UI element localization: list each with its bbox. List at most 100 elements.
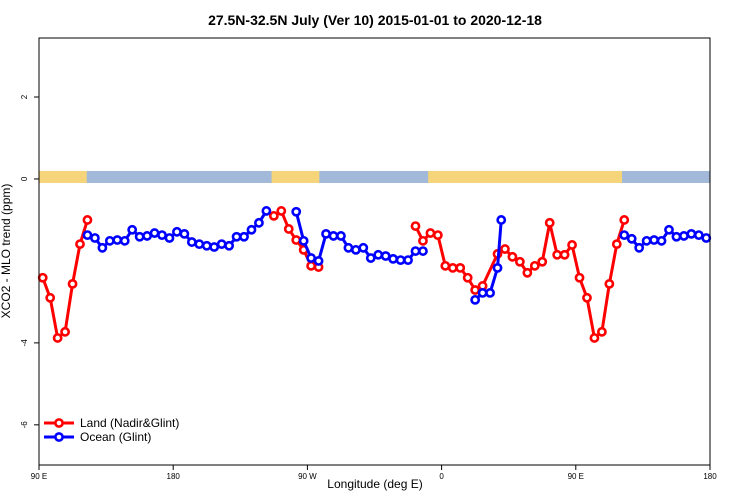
data-point xyxy=(686,228,697,239)
data-point xyxy=(134,231,145,242)
data-point xyxy=(261,206,272,216)
data-point xyxy=(596,326,607,337)
y-tick-label: 2 xyxy=(20,94,29,99)
data-point xyxy=(164,233,175,243)
data-point xyxy=(626,233,637,244)
data-point xyxy=(544,217,555,228)
data-point xyxy=(619,230,630,241)
legend-marker xyxy=(54,432,64,442)
data-point xyxy=(507,251,518,262)
data-point xyxy=(283,224,294,234)
data-point xyxy=(328,231,339,241)
data-point xyxy=(432,230,443,241)
data-point xyxy=(403,255,413,266)
data-point xyxy=(306,253,317,263)
data-point xyxy=(45,292,56,303)
data-point xyxy=(216,239,227,250)
data-point xyxy=(462,272,473,283)
data-point xyxy=(470,294,481,305)
x-tick-label: 90 E xyxy=(31,472,47,481)
data-point xyxy=(343,242,354,253)
data-point xyxy=(291,235,302,245)
data-point xyxy=(254,217,264,228)
data-point xyxy=(574,272,585,283)
data-point xyxy=(224,240,235,251)
legend-label: Ocean (Glint) xyxy=(80,430,151,444)
land-band xyxy=(271,170,320,183)
data-point xyxy=(410,221,421,231)
data-point xyxy=(619,215,630,225)
y-axis-label: XCO2 - MLO trend (ppm) xyxy=(0,184,13,319)
data-point xyxy=(358,242,369,253)
data-point xyxy=(306,260,317,271)
data-point xyxy=(321,228,331,239)
data-point xyxy=(604,278,615,289)
plot-frame xyxy=(38,37,711,466)
data-point xyxy=(239,231,249,242)
data-point xyxy=(641,235,652,246)
data-point xyxy=(656,235,667,246)
data-point xyxy=(67,278,78,289)
data-point xyxy=(52,333,63,343)
data-point xyxy=(522,267,533,278)
data-point xyxy=(470,285,481,295)
data-point xyxy=(246,224,257,235)
data-point xyxy=(82,230,93,241)
data-point xyxy=(60,326,70,337)
data-point xyxy=(380,251,391,261)
data-point xyxy=(492,262,503,273)
data-point xyxy=(104,235,115,246)
data-point xyxy=(37,272,48,283)
data-point xyxy=(477,287,488,298)
data-point xyxy=(496,215,507,225)
data-point xyxy=(298,235,309,246)
data-point xyxy=(157,230,167,241)
data-point xyxy=(693,230,704,241)
data-point xyxy=(418,235,428,246)
data-point xyxy=(500,244,510,254)
x-tick-label: 180 xyxy=(167,472,181,481)
data-point xyxy=(634,242,645,253)
land-band xyxy=(39,170,87,183)
data-point xyxy=(119,235,130,246)
land-band xyxy=(428,170,623,183)
data-point xyxy=(589,333,600,343)
data-point xyxy=(112,235,123,245)
data-point xyxy=(365,253,376,263)
x-tick-label: 180 xyxy=(703,472,717,481)
data-point xyxy=(97,242,108,253)
data-point xyxy=(567,240,577,250)
data-point xyxy=(418,246,428,256)
data-point xyxy=(552,249,563,260)
data-point xyxy=(455,262,466,273)
data-point xyxy=(447,262,458,273)
data-point xyxy=(611,239,622,250)
data-point xyxy=(649,235,659,245)
data-point xyxy=(209,242,220,252)
data-point xyxy=(425,228,436,238)
land-ocean-strip xyxy=(39,170,710,183)
x-axis-label: Longitude (deg E) xyxy=(327,477,422,491)
legend-marker xyxy=(54,418,64,428)
data-point xyxy=(350,244,361,255)
data-point xyxy=(186,237,197,247)
data-point xyxy=(410,246,421,256)
data-point xyxy=(179,228,190,239)
data-point xyxy=(231,231,242,242)
data-point xyxy=(291,206,302,217)
legend: Land (Nadir&Glint)Ocean (Glint) xyxy=(44,416,179,444)
data-point xyxy=(559,249,570,260)
data-point xyxy=(127,224,138,235)
data-point xyxy=(679,231,689,241)
chart-title: 27.5N-32.5N July (Ver 10) 2015-01-01 to … xyxy=(208,12,542,28)
data-point xyxy=(194,239,205,250)
y-tick-label: -6 xyxy=(20,421,29,429)
data-point xyxy=(701,233,712,243)
data-point xyxy=(537,256,548,267)
data-point xyxy=(75,239,85,250)
data-point xyxy=(671,231,682,242)
data-point xyxy=(172,226,182,237)
data-point xyxy=(336,231,346,241)
